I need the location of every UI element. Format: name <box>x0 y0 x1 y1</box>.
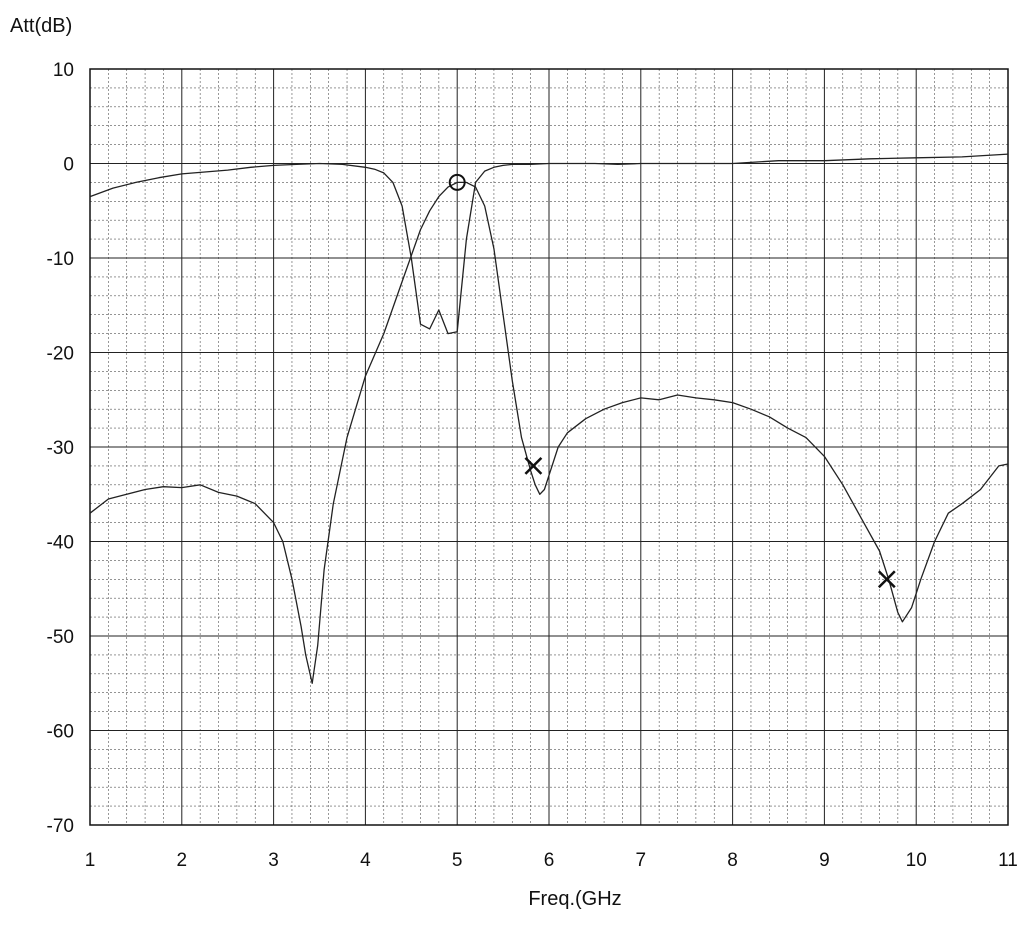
cross-marker-stroke <box>877 570 896 589</box>
cross-marker <box>524 457 543 475</box>
marker-layer <box>448 173 896 589</box>
y-tick-label: -40 <box>47 533 74 554</box>
y-tick-label: 10 <box>53 60 74 81</box>
x-tick-label: 11 <box>998 850 1018 871</box>
minor-grid <box>90 69 1008 825</box>
y-tick-labels: 10 0 -10 -20 -30 -40 -50 -60 -70 <box>47 60 74 837</box>
x-tick-label: 1 <box>85 850 96 871</box>
x-tick-label: 9 <box>819 850 830 871</box>
y-tick-label: 0 <box>63 155 74 176</box>
y-tick-label: -20 <box>47 344 74 365</box>
plot-frame <box>89 68 1009 826</box>
series-line-2 <box>89 181 1009 684</box>
cross-marker-stroke <box>524 457 543 475</box>
y-tick-label: -10 <box>47 249 74 270</box>
y-tick-label: -50 <box>47 627 74 648</box>
series-line-1 <box>89 153 1009 335</box>
cross-marker <box>877 570 896 589</box>
series-layer <box>89 153 1009 684</box>
x-tick-labels: 1 2 3 4 5 6 7 8 9 10 11 <box>85 850 1018 871</box>
y-axis-title: Att(dB) <box>10 15 72 37</box>
y-tick-label: -30 <box>47 438 74 459</box>
x-axis-title: Freq.(GHz <box>528 888 621 910</box>
x-tick-label: 10 <box>906 850 927 871</box>
x-tick-label: 3 <box>268 850 279 871</box>
circle-marker <box>448 173 466 191</box>
x-tick-label: 4 <box>360 850 371 871</box>
x-tick-label: 7 <box>636 850 647 871</box>
y-tick-label: -70 <box>47 816 74 837</box>
x-tick-label: 5 <box>452 850 463 871</box>
y-tick-label: -60 <box>47 722 74 743</box>
x-tick-label: 2 <box>177 850 188 871</box>
x-tick-label: 6 <box>544 850 555 871</box>
x-tick-label: 8 <box>727 850 738 871</box>
